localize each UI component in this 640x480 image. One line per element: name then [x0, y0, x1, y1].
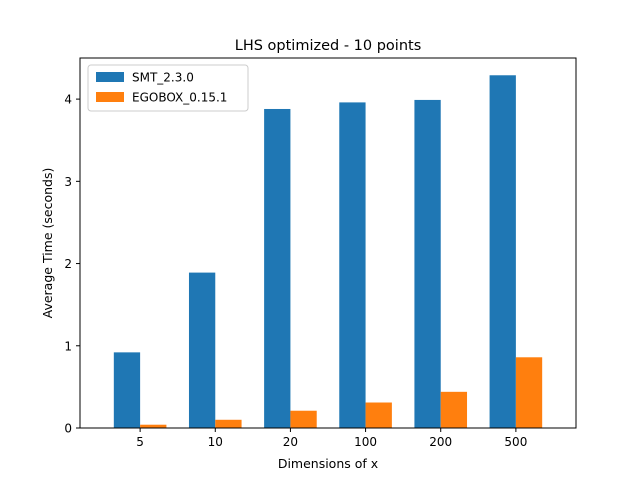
bar-egobox-0-15-1-100 [365, 402, 392, 428]
bar-egobox-0-15-1-200 [440, 391, 468, 428]
bar-smt-2-3-0-200 [414, 99, 441, 429]
legend-box [87, 64, 249, 112]
x-tick-label: 200 [429, 435, 452, 449]
y-tick-label: 1 [64, 339, 72, 353]
bar-smt-2-3-0-10 [188, 272, 216, 428]
bar-smt-2-3-0-100 [339, 102, 366, 429]
y-tick-label: 0 [64, 422, 72, 436]
legend-swatch [96, 72, 124, 82]
y-axis-label: Average Time (seconds) [40, 168, 55, 319]
x-ticks: 5 10 20 100 200 500 [136, 428, 527, 449]
y-tick-label: 2 [64, 257, 72, 271]
legend-label: SMT_2.3.0 [132, 71, 194, 85]
x-tick-label: 10 [208, 435, 223, 449]
bar-egobox-0-15-1-500 [515, 357, 543, 428]
legend-swatch [96, 92, 124, 102]
y-tick-label: 4 [64, 93, 72, 107]
bar-smt-2-3-0-500 [489, 75, 516, 429]
bar-egobox-0-15-1-10 [215, 419, 242, 428]
axes-frame [79, 57, 577, 429]
y-tick-label: 3 [64, 175, 72, 189]
x-tick-label: 5 [136, 435, 144, 449]
legend: SMT_2.3.0 EGOBOX_0.15.1 [87, 64, 249, 112]
bar-smt-2-3-0-20 [264, 108, 291, 428]
bar-egobox-0-15-1-20 [290, 410, 317, 428]
x-tick-label: 20 [283, 435, 298, 449]
x-tick-label: 500 [504, 435, 527, 449]
y-ticks: 0 1 2 3 4 [64, 93, 80, 436]
bar-smt-2-3-0-5 [113, 352, 141, 428]
x-tick-label: 100 [354, 435, 377, 449]
legend-label: EGOBOX_0.15.1 [132, 91, 227, 105]
bar-egobox-0-15-1-5 [140, 424, 167, 428]
x-axis-label: Dimensions of x [278, 456, 378, 471]
chart-title: LHS optimized - 10 points [235, 38, 422, 54]
bars [113, 75, 543, 429]
